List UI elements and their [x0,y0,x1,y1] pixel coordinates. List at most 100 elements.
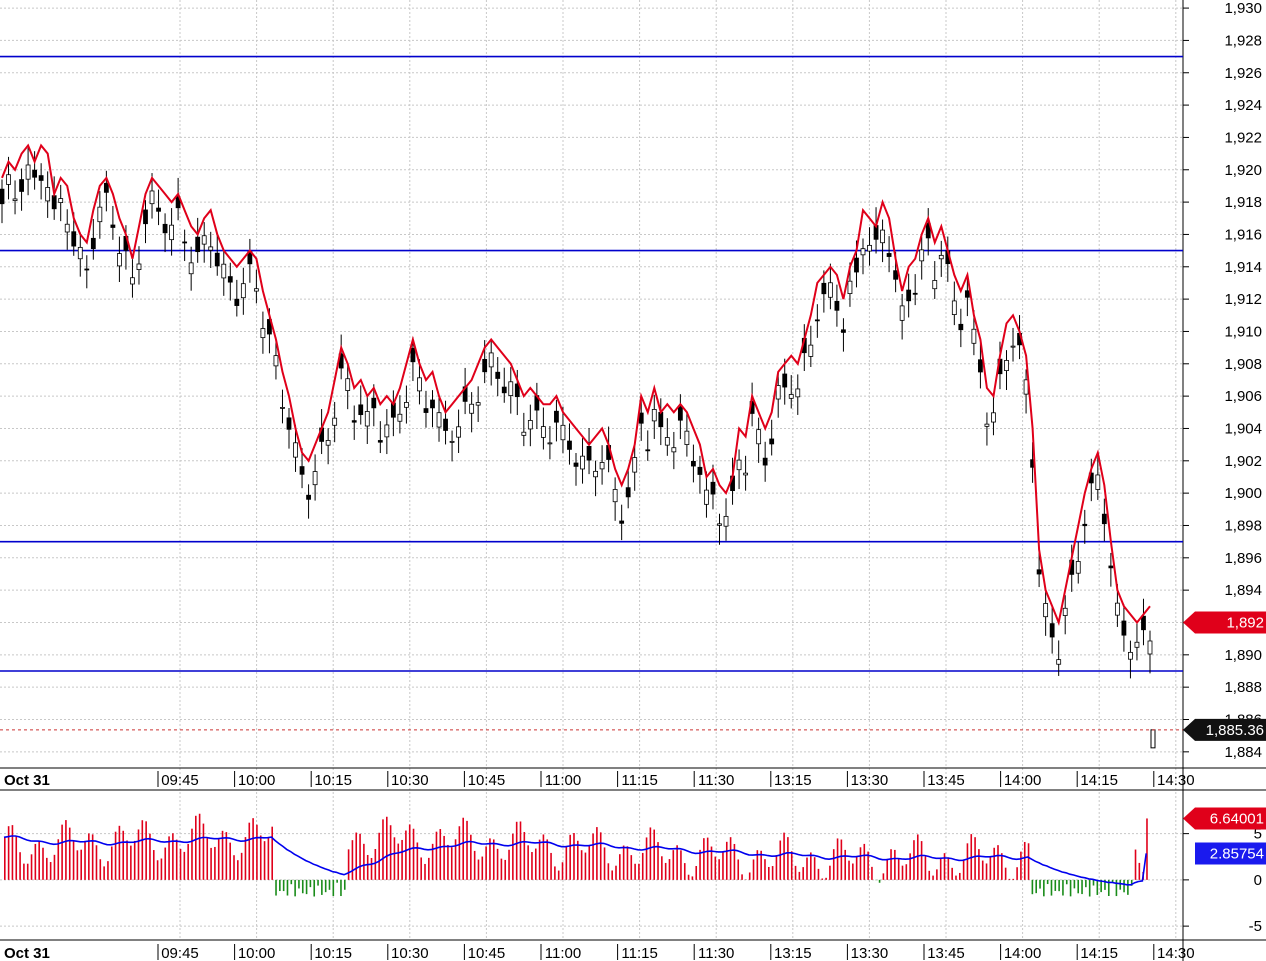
candle-body [90,237,96,250]
oscillator-bar [1023,841,1026,880]
oscillator-bar [863,843,866,880]
candle-body [430,399,435,409]
oscillator-bar [328,879,331,890]
oscillator-bar [244,837,247,880]
time-tick-label: 10:15 [314,945,352,961]
oscillator-bar [928,870,931,880]
candle-body [1114,602,1120,616]
oscillator-bar [1115,879,1118,897]
candle-body [1049,623,1055,638]
oscillator-bar [638,863,640,880]
oscillator-bar [198,813,201,880]
oscillator-bar [504,859,507,880]
candle-body [1043,603,1049,618]
candle-body [32,169,38,178]
candle-body [867,244,872,252]
oscillator-bar [332,879,335,897]
candle-body [593,470,598,478]
oscillator-bar [588,845,591,880]
oscillator-bar [11,825,14,880]
oscillator-bar [699,849,701,880]
candle-body [84,268,90,271]
candle-body [1095,474,1101,490]
oscillator-bar [775,854,778,880]
oscillator-bar [1058,879,1060,892]
candle-body [821,282,827,295]
oscillator-bar [615,865,617,880]
oscillator-bar [1050,879,1053,896]
oscillator-bar [764,859,766,880]
candle-body [488,352,494,368]
oscillator-bar [389,825,392,880]
oscillator-bar [168,836,170,880]
time-tick-label: 10:45 [468,945,506,961]
candle-body [358,404,364,416]
oscillator-bar [1085,879,1087,888]
oscillator-bar [1001,853,1003,880]
oscillator-bar [1046,879,1049,885]
oscillator-bar [630,855,633,880]
oscillator-bar [924,856,927,880]
oscillator-bar [107,861,109,880]
oscillator-bar [275,879,277,896]
oscillator-bar [676,845,678,880]
time-tick-label: 09:45 [161,772,199,789]
candle-body [938,254,944,260]
oscillator-bar [351,840,354,880]
oscillator-bar [76,850,79,880]
candle-body [1108,565,1114,569]
oscillator-bar [519,821,522,880]
oscillator-bar [263,841,266,880]
oscillator-bar [175,839,178,880]
date-label: Oct 31 [4,945,50,961]
oscillator-bar [829,865,831,880]
candle-body [1134,641,1140,648]
oscillator-bar [298,879,300,889]
candle-body [893,270,899,280]
candle-body [77,246,83,260]
oscillator-bar [1039,879,1041,889]
oscillator-bar [477,859,480,880]
candle-body [443,418,448,431]
oscillator-bar [802,867,804,880]
candle-body [658,411,664,428]
oscillator-bar [714,856,717,880]
oscillator-bar [890,849,892,880]
oscillator-bar [393,837,396,880]
oscillator-bar [122,830,125,880]
candle-body [743,472,748,476]
candle-body [234,298,240,306]
oscillator-bar [374,848,377,880]
candle-body [919,249,925,262]
oscillator-bar [836,838,839,880]
candle-body [762,457,768,466]
oscillator-bar [852,863,854,880]
oscillator-bar [844,849,846,880]
time-tick-label: 13:45 [927,945,965,961]
candle-body [45,187,51,202]
candle-body [312,471,318,486]
oscillator-bar [894,849,896,880]
oscillator-bar [15,835,18,880]
oscillator-bar [905,864,908,880]
oscillator-bar [118,825,121,880]
candle-body [899,305,905,321]
candle-body [886,253,892,257]
candle-body [364,411,370,427]
oscillator-bar [1043,879,1045,897]
oscillator-bar [7,826,10,880]
time-tick-label: 11:15 [621,945,657,961]
candle-body [586,445,592,461]
candle-body [175,196,181,209]
price-tick-label: 1,894 [1224,582,1262,599]
oscillator-bar [855,856,858,880]
oscillator-bar [443,835,445,880]
candle-body [97,206,103,223]
candle-body [1010,345,1016,348]
oscillator-bar [172,833,174,880]
price-axis: 1,930 1,928 1,926 1,924 1,922 1,920 1,918 1,916… [1183,0,1262,761]
oscillator-bar [221,830,224,880]
oscillator-bar [569,834,571,880]
